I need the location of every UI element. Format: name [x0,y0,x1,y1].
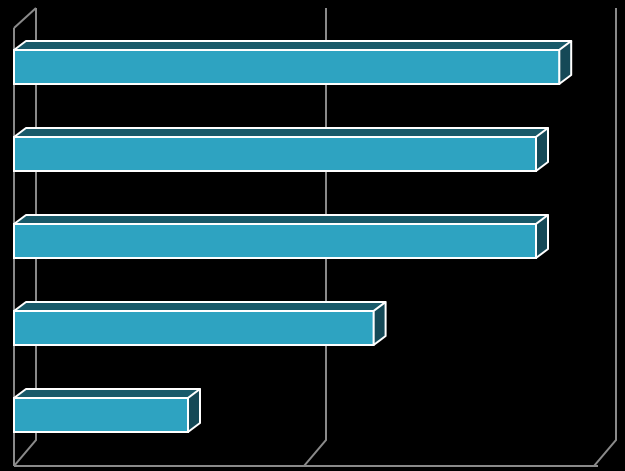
bar-side [187,388,201,433]
bar [13,49,561,85]
side-wall-top [13,7,37,29]
bar-top [13,388,201,399]
bar-top [13,301,387,312]
bar-side [535,127,549,172]
bar-top [13,214,549,225]
bar-side [372,301,387,346]
bar-top [13,40,573,51]
bar [13,397,189,433]
bar [13,310,375,346]
bar [13,136,537,172]
grid-line [593,8,617,467]
bar [13,223,537,259]
bar-top [13,127,549,138]
bar-side [535,214,549,259]
bar-side [558,40,573,85]
